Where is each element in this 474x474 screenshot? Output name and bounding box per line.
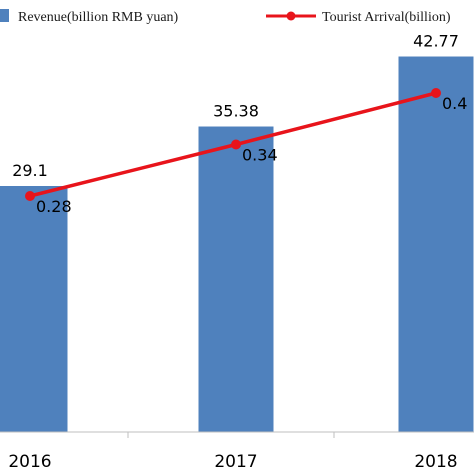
legend-label-revenue: Revenue(billion RMB yuan) [18, 10, 179, 25]
x-tick-label-2016: 2016 [8, 452, 51, 472]
legend: Revenue(billion RMB yuan) Tourist Arriva… [0, 9, 451, 25]
line-point-2017 [231, 139, 241, 150]
x-tick-label-2018: 2018 [414, 452, 457, 472]
labels-layer: 29.1 35.38 42.77 0.28 0.34 0.4 [12, 32, 467, 216]
bars-layer [0, 56, 474, 432]
legend-label-tourist: Tourist Arrival(billion) [322, 10, 451, 25]
line-point-2018 [431, 88, 441, 98]
bar-value-label-2018: 42.77 [413, 32, 459, 51]
x-axis: 2016 2017 2018 [0, 431, 474, 472]
x-tick-label-2017: 2017 [214, 452, 257, 472]
legend-marker-tourist [286, 11, 296, 21]
line-layer [25, 88, 441, 201]
bar-2018 [398, 56, 474, 432]
line-value-label-2018: 0.4 [442, 94, 467, 113]
bar-2016 [0, 186, 68, 432]
line-point-2016 [25, 191, 35, 201]
bar-value-label-2016: 29.1 [12, 161, 48, 180]
line-value-label-2016: 0.28 [36, 197, 72, 216]
line-value-label-2017: 0.34 [242, 146, 278, 165]
bar-2017 [198, 126, 274, 432]
legend-swatch-revenue [0, 9, 9, 22]
bar-value-label-2017: 35.38 [213, 102, 259, 121]
